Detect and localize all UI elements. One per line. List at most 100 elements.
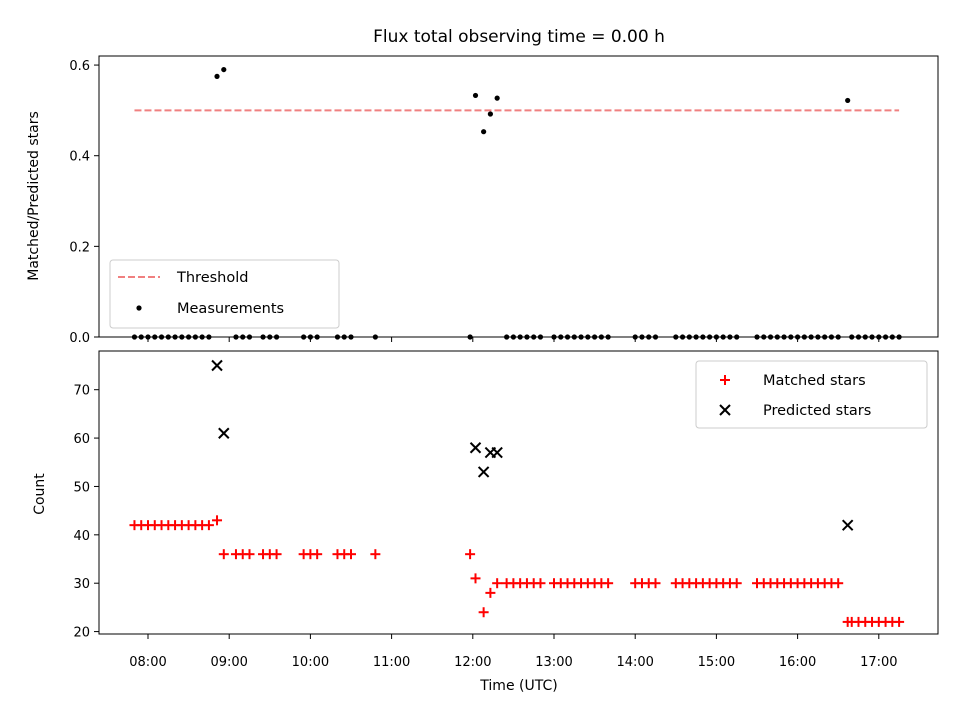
measurement-point (517, 334, 523, 340)
top-y-axis-label: Matched/Predicted stars (26, 111, 42, 281)
x-tick-label: 14:00 (616, 655, 653, 670)
measurement-point (754, 334, 760, 340)
predicted-star-point (841, 519, 854, 531)
measurement-point (221, 66, 227, 73)
bottom-y-tick-label: 20 (73, 626, 90, 641)
measurement-point (862, 334, 868, 340)
measurement-point (524, 334, 530, 340)
matched-star-point (312, 549, 323, 560)
matched-star-point (833, 578, 844, 589)
measurement-point (472, 92, 479, 99)
measurement-point (481, 129, 487, 135)
bottom-legend-box (695, 360, 928, 429)
legend-measurements-swatch (136, 305, 142, 311)
top-legend-box (109, 259, 340, 329)
matched-star-point (470, 573, 481, 584)
measurement-point (571, 334, 577, 340)
measurement-point (341, 334, 347, 340)
measurement-point (551, 334, 557, 340)
matched-star-point (465, 549, 476, 560)
matched-star-point (346, 549, 356, 560)
measurement-point (781, 334, 787, 340)
measurement-point (605, 334, 611, 340)
top-y-tick-label: 0.6 (69, 59, 90, 74)
matched-star-point (492, 578, 503, 589)
predicted-star-point (469, 442, 482, 454)
measurement-point (845, 97, 851, 104)
measurement-point (788, 334, 794, 340)
measurement-point (301, 334, 307, 340)
measurement-point (487, 111, 493, 117)
bottom-y-tick-label: 30 (73, 577, 90, 592)
measurement-point (585, 334, 591, 340)
legend-matched-swatch (720, 375, 730, 385)
measurement-point (504, 334, 510, 340)
measurement-point (795, 334, 801, 340)
x-tick-label: 13:00 (535, 655, 572, 670)
measurement-point (896, 334, 902, 340)
measurement-point (801, 334, 807, 340)
measurement-point (652, 334, 659, 340)
measurement-point (815, 334, 821, 340)
measurement-point (192, 334, 198, 340)
measurement-point (646, 334, 652, 340)
measurement-point (673, 334, 679, 340)
measurement-point (165, 334, 171, 340)
measurement-point (849, 334, 855, 340)
measurement-point (246, 334, 253, 340)
measurement-point (767, 334, 774, 340)
bottom-y-tick-label: 50 (73, 480, 90, 495)
top-y-tick-label: 0.4 (69, 150, 90, 165)
measurement-point (700, 334, 706, 340)
bottom-legend: Matched stars Predicted stars (695, 360, 928, 429)
measurement-point (240, 334, 246, 340)
measurement-point (564, 334, 571, 340)
x-tick-label: 15:00 (698, 655, 735, 670)
measurement-point (145, 334, 151, 340)
matched-star-point (894, 616, 905, 627)
measurement-point (348, 334, 354, 340)
measurement-point (761, 334, 767, 340)
measurement-point (172, 334, 178, 340)
legend-predicted-swatch (719, 404, 731, 416)
top-panel: 0.0 0.2 0.4 0.6 Threshold Measurements (69, 55, 939, 346)
matched-star-point (485, 587, 496, 598)
measurement-point (889, 334, 895, 340)
measurement-point (876, 334, 882, 340)
x-axis-label: Time (UTC) (479, 678, 557, 694)
matched-star-point (212, 515, 223, 526)
measurement-point (510, 334, 516, 340)
measurement-point (273, 334, 280, 340)
bottom-panel: 20 30 40 50 60 70 08:00 09:00 10:00 11:00 12:00 13:… (73, 350, 939, 670)
measurement-point (686, 334, 692, 340)
measurement-point (186, 334, 192, 340)
matched-star-point (244, 549, 255, 560)
measurement-point (855, 334, 862, 340)
measurement-point (372, 334, 378, 340)
x-tick-label: 09:00 (210, 655, 247, 670)
measurement-point (592, 334, 598, 340)
measurement-point (314, 334, 320, 340)
measurement-point (131, 334, 138, 340)
predicted-star-point (211, 359, 223, 372)
top-y-tick-label: 0.2 (69, 240, 90, 255)
measurement-point (494, 95, 500, 101)
matched-star-point (731, 578, 742, 589)
measurement-point (152, 334, 158, 340)
measurement-point (334, 334, 341, 340)
measurement-point (828, 334, 835, 340)
x-tick-label: 12:00 (454, 655, 491, 670)
matched-star-point (650, 578, 661, 589)
x-tick-label: 11:00 (373, 655, 410, 670)
legend-threshold-label: Threshold (176, 270, 248, 286)
legend-matched-label: Matched stars (763, 373, 866, 389)
measurement-point (531, 334, 537, 340)
measurement-point (639, 334, 645, 340)
measurement-point (707, 334, 713, 340)
top-legend: Threshold Measurements (109, 259, 340, 329)
measurement-point (206, 334, 212, 340)
bottom-y-axis-label: Count (32, 473, 48, 515)
measurement-point (734, 334, 740, 340)
measurement-point (138, 334, 144, 340)
